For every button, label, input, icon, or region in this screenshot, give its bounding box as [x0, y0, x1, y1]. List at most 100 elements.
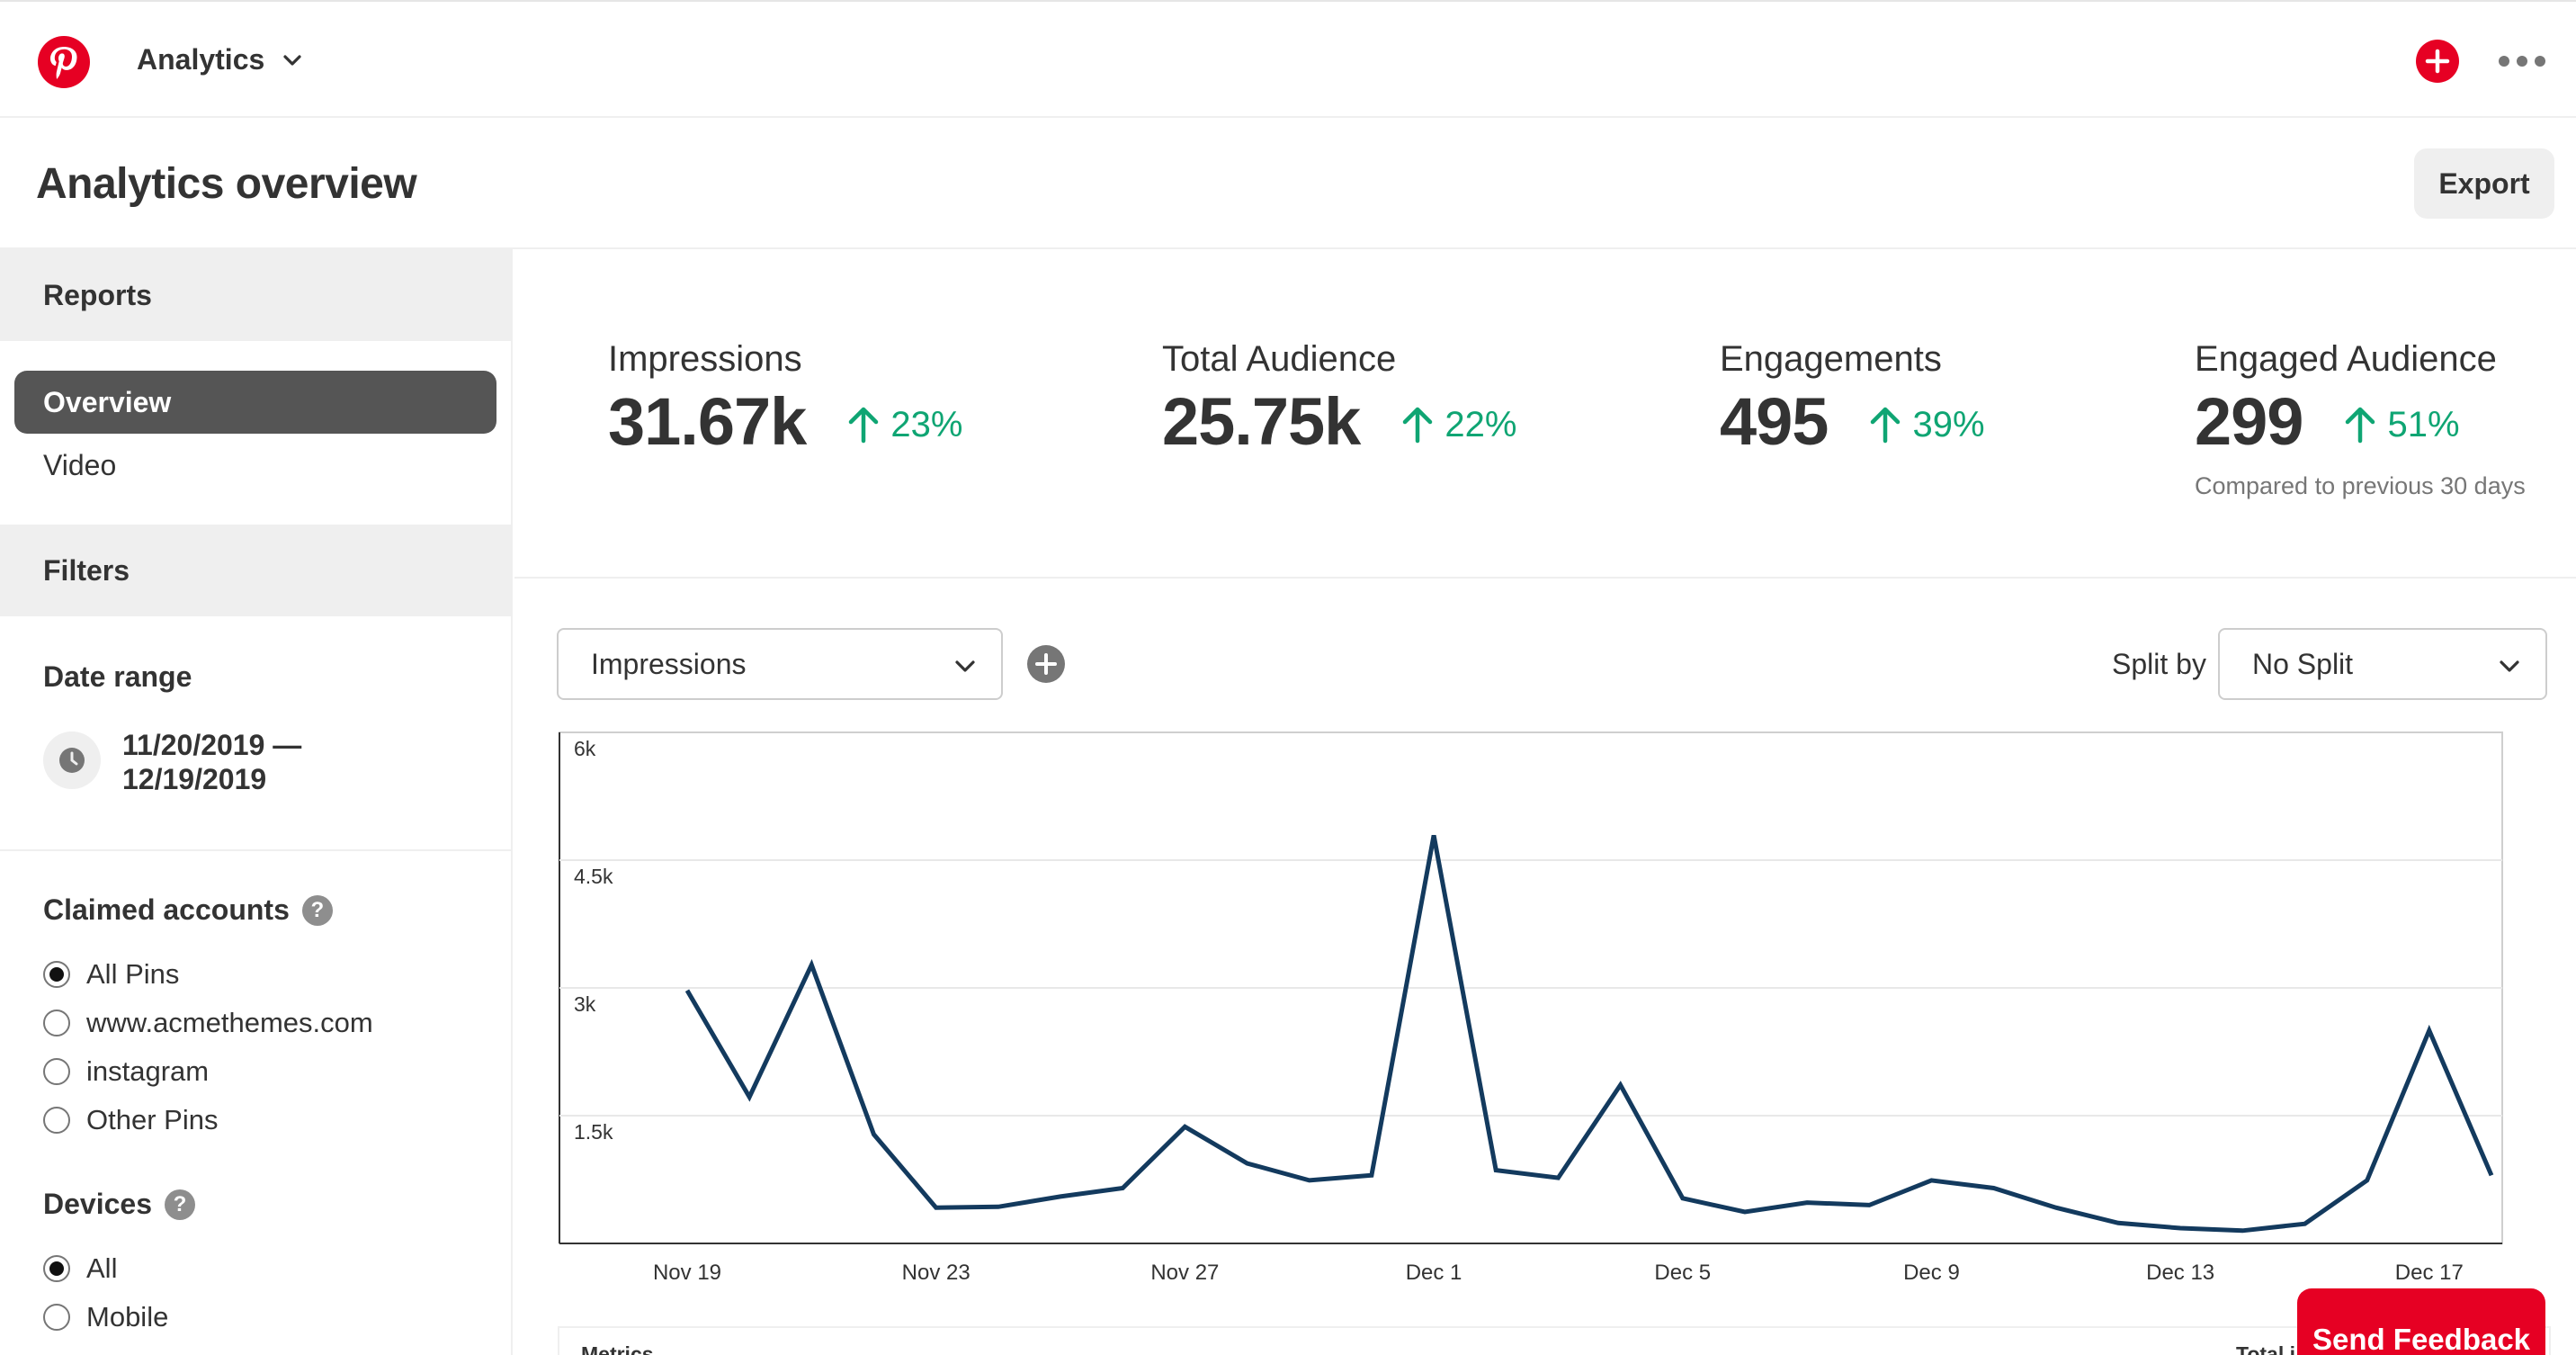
date-range-value[interactable]: 11/20/2019 — 12/19/2019: [122, 728, 301, 796]
page-title: Analytics overview: [36, 160, 417, 208]
metric-change-value: 22%: [1445, 404, 1517, 444]
arrow-up-icon: [849, 407, 879, 444]
chevron-down-icon: [955, 660, 975, 672]
metric-value: 31.67k: [608, 384, 807, 459]
radio-label: www.acmethemes.com: [86, 1007, 373, 1038]
radio-button[interactable]: [43, 1304, 70, 1331]
sidebar: Reports Overview Video Filters Date rang…: [0, 249, 513, 1355]
clock-icon[interactable]: [43, 731, 101, 789]
radio-button[interactable]: [43, 961, 70, 988]
metric-change-value: 23%: [890, 404, 963, 444]
pinterest-logo-icon[interactable]: [38, 36, 90, 88]
top-nav: Analytics: [0, 0, 2576, 118]
plus-icon: [2425, 49, 2450, 74]
metric-change: 51%: [2342, 404, 2460, 445]
analytics-menu-label: Analytics: [137, 43, 265, 76]
metric-select-value: Impressions: [591, 648, 747, 680]
metric-total-audience: Total Audience 25.75k 22%: [1162, 339, 1516, 460]
claimed-accounts-title: Claimed accounts ?: [43, 893, 333, 927]
help-icon[interactable]: ?: [301, 894, 333, 926]
x-tick-label: Dec 9: [1903, 1261, 1960, 1285]
date-range-end: 12/19/2019: [122, 763, 267, 795]
split-by-label: Split by: [2112, 648, 2206, 680]
table-header-metrics: Metrics: [581, 1342, 654, 1355]
chevron-down-icon: [283, 54, 301, 66]
more-options-icon[interactable]: [2499, 49, 2545, 74]
reports-heading: Reports: [0, 249, 511, 341]
y-tick-label: 3k: [574, 992, 596, 1016]
metrics-table: Metrics Total i: [558, 1326, 2551, 1355]
radio-other-pins[interactable]: Other Pins: [43, 1104, 218, 1136]
metric-change-value: 39%: [1912, 404, 1985, 444]
x-tick-label: Nov 23: [902, 1261, 970, 1285]
claimed-accounts-label: Claimed accounts: [43, 893, 290, 926]
devices-title: Devices ?: [43, 1188, 195, 1221]
metric-impressions: Impressions 31.67k 23%: [608, 339, 962, 460]
radio-mobile[interactable]: Mobile: [43, 1301, 168, 1333]
metric-engagements: Engagements 495 39%: [1720, 339, 1985, 460]
radio-all-devices[interactable]: All: [43, 1252, 117, 1285]
radio-all-pins[interactable]: All Pins: [43, 958, 179, 991]
metric-change-value: 51%: [2387, 404, 2460, 444]
metric-label: Impressions: [608, 339, 802, 379]
x-tick-label: Dec 13: [2146, 1261, 2214, 1285]
comparison-note: Compared to previous 30 days: [2195, 472, 2526, 499]
x-tick-label: Nov 27: [1150, 1261, 1219, 1285]
series-line: [684, 835, 2494, 1234]
radio-button[interactable]: [43, 1255, 70, 1282]
impressions-chart: 6k 4.5k 3k 1.5k Nov 19 Nov 23 Nov 27 Dec 1 Dec 5…: [558, 731, 2551, 1288]
metric-select[interactable]: Impressions: [557, 628, 1003, 700]
metrics-summary: Impressions 31.67k 23% Total Audience 25…: [514, 249, 2576, 579]
radio-label: All: [86, 1252, 118, 1284]
metric-value: 495: [1720, 384, 1829, 459]
radio-label: instagram: [86, 1055, 210, 1087]
table-header-total: Total i: [2236, 1342, 2296, 1355]
y-tick-label: 1.5k: [574, 1120, 613, 1144]
radio-label: All Pins: [86, 958, 180, 990]
x-tick-label: Nov 19: [653, 1261, 721, 1285]
plus-icon: [1035, 653, 1057, 675]
date-range-label: Date range: [43, 660, 192, 693]
metric-label: Engagements: [1720, 339, 1942, 379]
date-range-start: 11/20/2019 —: [122, 729, 302, 761]
analytics-menu[interactable]: Analytics: [137, 43, 304, 76]
metric-label: Engaged Audience: [2195, 339, 2497, 379]
radio-button[interactable]: [43, 1010, 70, 1036]
filters-heading: Filters: [0, 525, 511, 616]
sidebar-item-overview[interactable]: Overview: [14, 371, 496, 434]
y-tick-label: 4.5k: [574, 865, 613, 888]
radio-acmethemes[interactable]: www.acmethemes.com: [43, 1007, 373, 1039]
sidebar-item-video[interactable]: Video: [43, 449, 117, 481]
arrow-up-icon: [2346, 407, 2375, 444]
metric-change: 39%: [1867, 404, 1985, 445]
x-tick-label: Dec 17: [2395, 1261, 2464, 1285]
send-feedback-button[interactable]: Send Feedback: [2297, 1288, 2545, 1355]
metric-value: 25.75k: [1162, 384, 1361, 459]
metric-label: Total Audience: [1162, 339, 1397, 379]
y-tick-label: 6k: [574, 737, 596, 760]
add-metric-button[interactable]: [1027, 645, 1065, 683]
metric-value: 299: [2195, 384, 2303, 459]
page-header: Analytics overview Export: [0, 118, 2576, 249]
split-select[interactable]: No Split: [2218, 628, 2547, 700]
create-plus-button[interactable]: [2416, 40, 2459, 83]
split-select-value: No Split: [2252, 648, 2354, 680]
arrow-up-icon: [1871, 407, 1901, 444]
radio-label: Mobile: [86, 1301, 169, 1333]
radio-button[interactable]: [43, 1107, 70, 1134]
chevron-down-icon: [2500, 660, 2519, 672]
export-button[interactable]: Export: [2414, 148, 2554, 219]
metric-change: 23%: [845, 405, 962, 445]
radio-button[interactable]: [43, 1058, 70, 1085]
help-icon[interactable]: ?: [164, 1189, 195, 1220]
radio-instagram[interactable]: instagram: [43, 1055, 209, 1088]
radio-label: Other Pins: [86, 1104, 219, 1135]
metric-engaged-audience: Engaged Audience 299 51%: [2195, 339, 2497, 460]
line-chart: 6k 4.5k 3k 1.5k Nov 19 Nov 23 Nov 27 Dec 1 Dec 5…: [559, 731, 2503, 1285]
devices-label: Devices: [43, 1188, 152, 1220]
sidebar-divider: [0, 849, 511, 851]
x-tick-label: Dec 1: [1406, 1261, 1462, 1285]
arrow-up-icon: [1403, 407, 1433, 444]
x-tick-label: Dec 5: [1654, 1261, 1711, 1285]
metric-change: 22%: [1400, 405, 1516, 445]
